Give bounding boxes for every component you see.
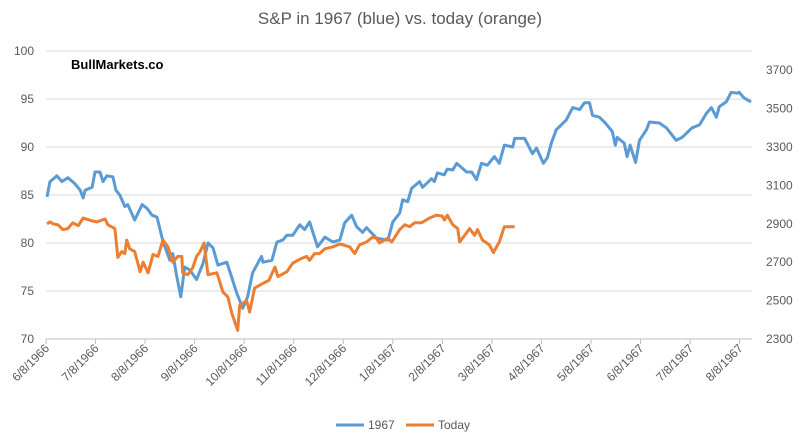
x-tick-label: 1/8/1967: [356, 341, 399, 384]
x-tick-label: 8/8/1966: [108, 341, 151, 384]
legend: 1967 Today: [336, 418, 470, 432]
legend-label: 1967: [368, 418, 395, 432]
x-tick-label: 2/8/1967: [406, 341, 449, 384]
right-tick-label: 3100: [766, 178, 793, 192]
x-tick-label: 3/8/1967: [455, 341, 498, 384]
right-tick-label: 3700: [766, 63, 793, 77]
legend-label: Today: [438, 418, 470, 432]
left-tick-label: 100: [14, 44, 34, 58]
x-tick-label: 5/8/1967: [554, 341, 597, 384]
right-tick-label: 2500: [766, 294, 793, 308]
x-tick-label: 10/8/1966: [203, 341, 251, 389]
left-tick-label: 95: [21, 92, 35, 106]
x-tick-label: 4/8/1967: [505, 341, 548, 384]
x-axis: 6/8/1966 7/8/1966 8/8/1966 9/8/1966 10/8/196…: [9, 338, 752, 389]
x-tick-label: 6/8/1967: [604, 341, 647, 384]
right-tick-label: 3500: [766, 102, 793, 116]
x-tick-label: 11/8/1966: [253, 341, 300, 388]
x-tick-label: 12/8/1966: [302, 341, 350, 389]
right-tick-label: 2900: [766, 217, 793, 231]
x-tick-label: 9/8/1966: [158, 341, 201, 384]
right-tick-label: 3300: [766, 140, 793, 154]
left-tick-label: 85: [21, 188, 35, 202]
right-tick-label: 2300: [766, 332, 793, 346]
left-tick-label: 80: [21, 236, 35, 250]
gridlines: [46, 50, 752, 340]
series-line-today: [46, 213, 515, 332]
right-tick-label: 2700: [766, 255, 793, 269]
watermark: BullMarkets.co: [71, 57, 164, 72]
left-tick-label: 75: [21, 284, 35, 298]
left-tick-label: 90: [21, 140, 35, 154]
left-tick-label: 70: [21, 332, 35, 346]
x-tick-label: 8/8/1967: [703, 341, 746, 384]
right-axis-ticks: 2300 2500 2700 2900 3100 3300 3500 3700: [766, 63, 793, 346]
x-tick-label: 7/8/1967: [653, 341, 696, 384]
series-lines: [45, 90, 752, 332]
x-tick-label: 6/8/1966: [9, 341, 52, 384]
left-axis-ticks: 70 75 80 85 90 95 100: [14, 44, 34, 346]
series-line-1967: [45, 90, 752, 310]
chart-title: S&P in 1967 (blue) vs. today (orange): [258, 9, 542, 28]
x-tick-label: 7/8/1966: [59, 341, 102, 384]
